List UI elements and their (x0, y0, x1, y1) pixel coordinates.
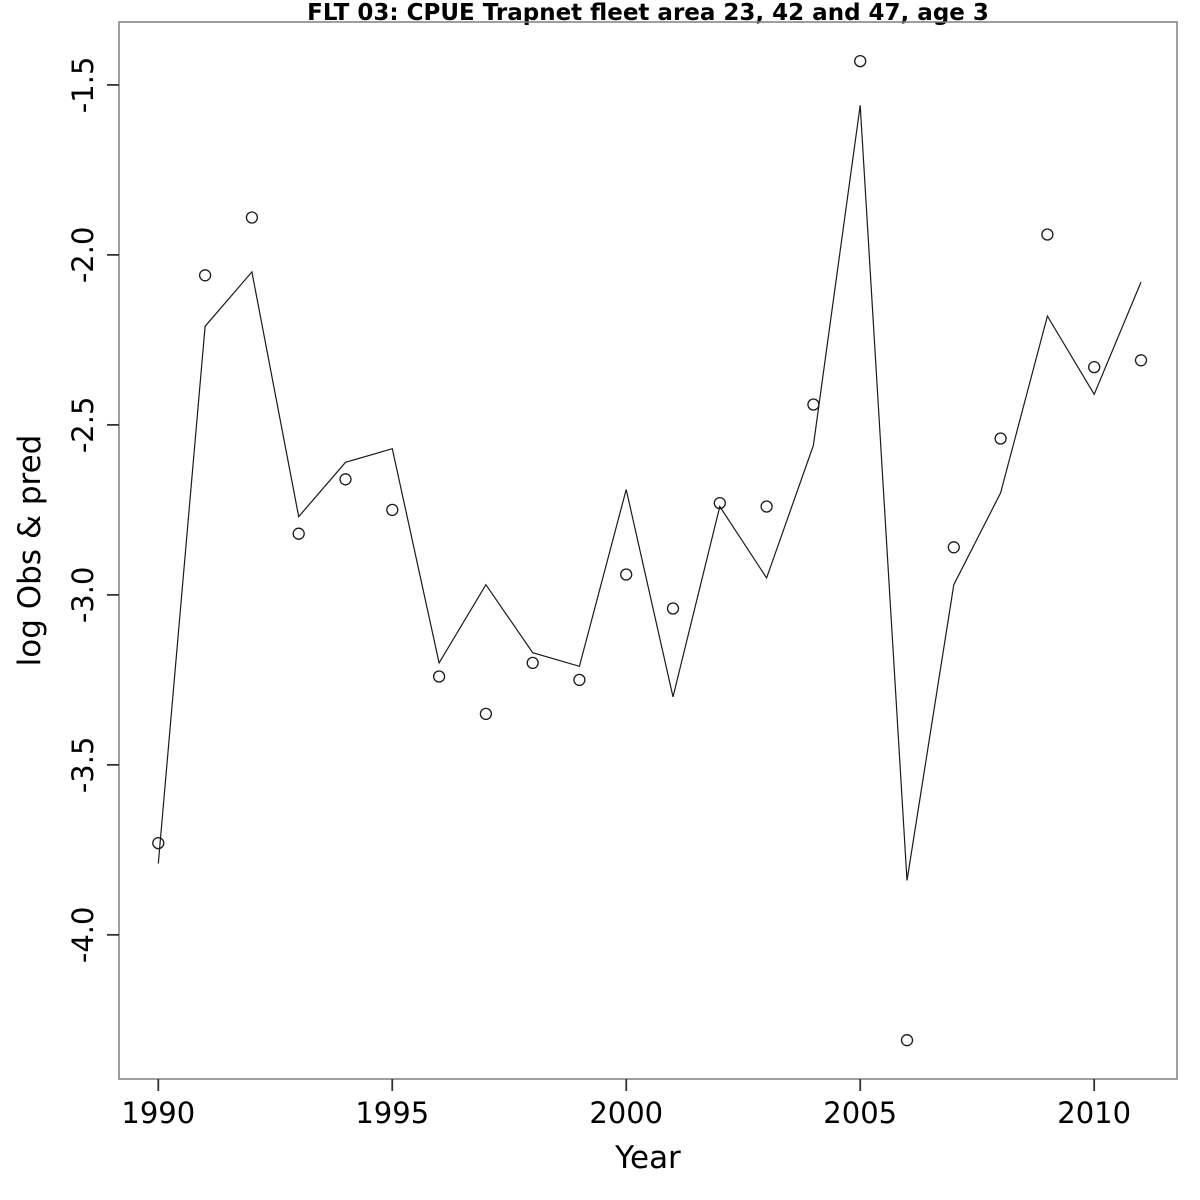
y-axis-tick-label: -4.0 (66, 907, 100, 964)
y-axis-tick-label: -2.0 (66, 227, 100, 284)
x-axis-tick-label: 2005 (823, 1096, 897, 1130)
observation-point (854, 54, 867, 68)
plot-layer: 1990 1995 2000 2005 2010 -1.5 -2.0 -2.5 -3.0 -3.5… (66, 21, 1178, 1130)
x-axis-tick-label: 2010 (1057, 1096, 1131, 1130)
observation-point (1041, 228, 1054, 241)
observation-point (947, 541, 960, 554)
plot-border (118, 21, 1178, 1080)
observation-point (526, 656, 539, 670)
observation-point (479, 707, 493, 721)
x-axis-tick-label: 2000 (589, 1096, 663, 1130)
observation-point (760, 500, 773, 513)
observation-point (1088, 360, 1101, 374)
x-axis-tick-label: 1990 (121, 1096, 195, 1130)
observation-point (620, 568, 633, 581)
y-axis-tick-label: -2.5 (66, 397, 100, 454)
observation-point (198, 269, 212, 282)
y-axis-label: log Obs & pred (12, 435, 48, 667)
observation-point (339, 473, 352, 486)
observation-point (152, 836, 165, 850)
observation-point (573, 673, 586, 687)
observation-point (432, 670, 446, 683)
observation-point (386, 503, 399, 517)
y-axis-tick-label: -1.5 (66, 57, 100, 114)
observation-point (900, 1034, 914, 1047)
observation-point (245, 211, 259, 224)
observation-point (994, 432, 1007, 445)
observation-point (807, 398, 820, 411)
observation-point (1134, 354, 1148, 367)
observation-point (292, 527, 305, 540)
x-axis-label: Year (614, 1140, 681, 1176)
x-axis-tick-label: 1995 (355, 1096, 429, 1130)
y-axis-tick-label: -3.5 (66, 737, 100, 794)
y-axis-tick-label: -3.0 (66, 567, 100, 624)
prediction-line (157, 105, 1142, 881)
observation-point (666, 602, 680, 615)
